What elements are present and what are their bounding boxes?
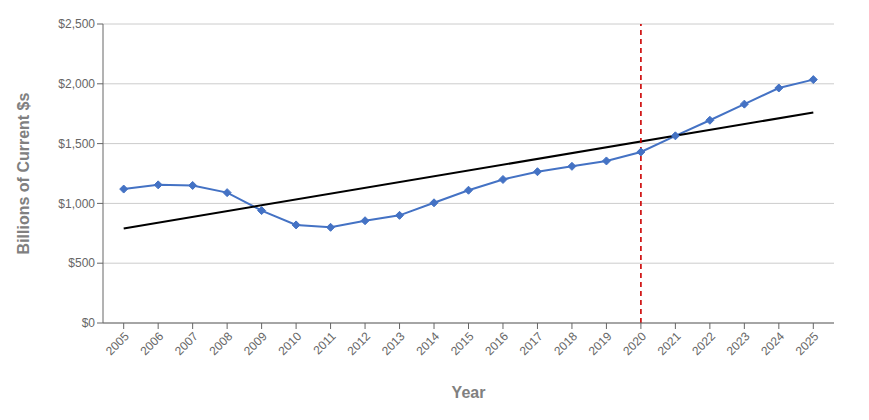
svg-text:Billions of Current $s: Billions of Current $s xyxy=(15,93,32,255)
svg-text:2011: 2011 xyxy=(311,329,339,357)
svg-text:2005: 2005 xyxy=(103,329,132,358)
svg-text:$0: $0 xyxy=(82,316,96,330)
svg-text:2006: 2006 xyxy=(138,329,167,358)
svg-text:2025: 2025 xyxy=(793,329,822,358)
svg-text:2023: 2023 xyxy=(724,329,753,358)
svg-text:2015: 2015 xyxy=(448,329,477,358)
svg-text:2008: 2008 xyxy=(206,329,235,358)
svg-text:$1,000: $1,000 xyxy=(58,197,95,211)
svg-text:$1,500: $1,500 xyxy=(58,137,95,151)
svg-text:$2,500: $2,500 xyxy=(58,17,95,31)
svg-text:2018: 2018 xyxy=(551,329,580,358)
svg-text:2010: 2010 xyxy=(275,329,304,358)
svg-text:2024: 2024 xyxy=(758,329,787,358)
svg-text:2007: 2007 xyxy=(172,329,201,358)
svg-text:2022: 2022 xyxy=(689,329,718,358)
svg-text:2013: 2013 xyxy=(379,329,408,358)
svg-text:$500: $500 xyxy=(68,256,95,270)
svg-text:2020: 2020 xyxy=(620,329,649,358)
svg-text:2017: 2017 xyxy=(517,329,546,358)
svg-text:2016: 2016 xyxy=(482,329,511,358)
svg-text:Year: Year xyxy=(452,384,486,401)
svg-text:2012: 2012 xyxy=(344,329,373,358)
svg-text:2009: 2009 xyxy=(241,329,270,358)
svg-text:2014: 2014 xyxy=(413,329,442,358)
svg-text:$2,000: $2,000 xyxy=(58,77,95,91)
svg-text:2019: 2019 xyxy=(586,329,615,358)
svg-text:2021: 2021 xyxy=(655,329,684,358)
